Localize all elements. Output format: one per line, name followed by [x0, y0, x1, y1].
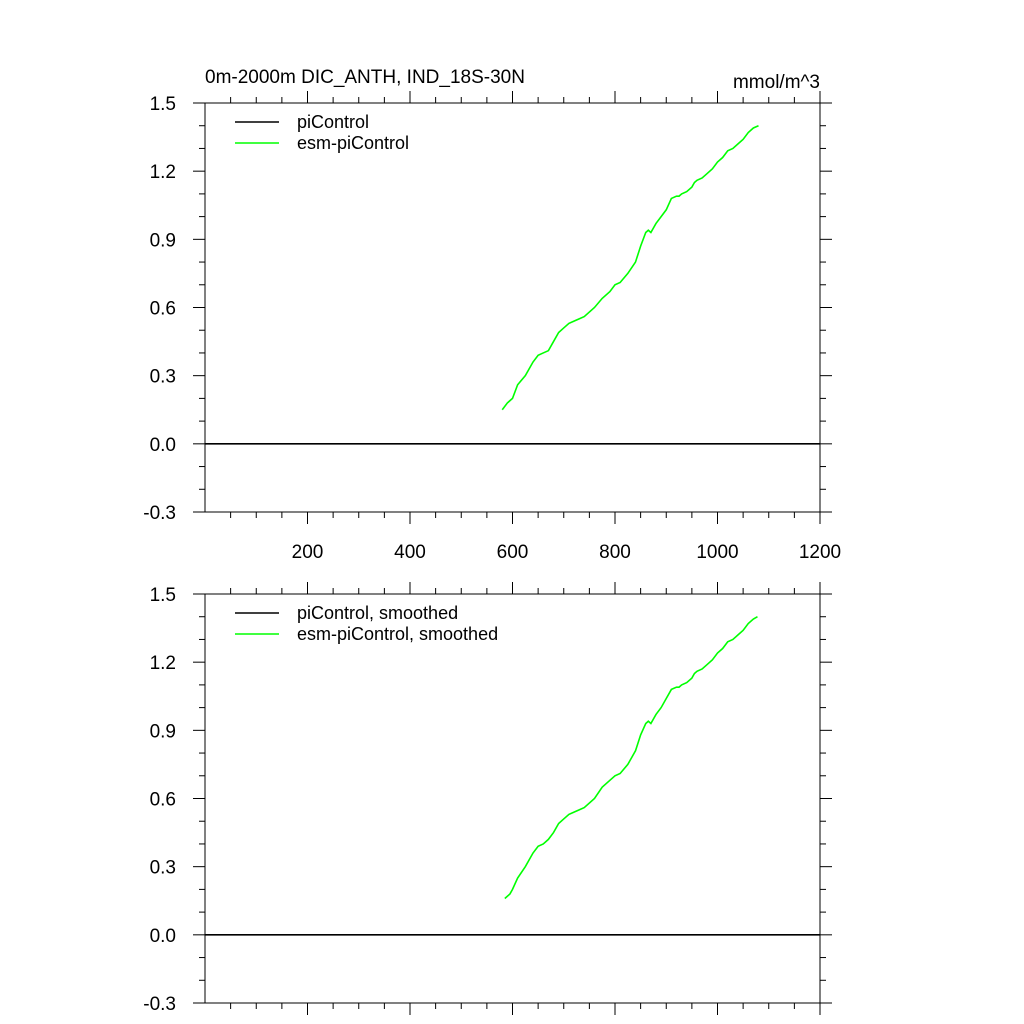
y-tick-label: -0.3 — [143, 503, 176, 524]
figure-title: 0m-2000m DIC_ANTH, IND_18S-30N — [205, 67, 525, 88]
y-tick-label: 0.3 — [150, 367, 176, 388]
y-tick-label: 0.3 — [150, 858, 176, 879]
legend-label-0: piControl, smoothed — [297, 603, 458, 623]
x-tick-label: 1200 — [799, 542, 841, 563]
legend-label-1: esm-piControl — [297, 133, 409, 153]
x-tick-label: 1000 — [696, 542, 738, 563]
y-tick-label: -0.3 — [143, 994, 176, 1015]
y-tick-label: 0.0 — [150, 926, 176, 947]
plot-frame — [204, 102, 821, 513]
x-tick-label: 400 — [394, 542, 426, 563]
series-line-1 — [501, 124, 759, 411]
series-line-1 — [504, 616, 758, 900]
plot-frame — [204, 593, 821, 1004]
y-tick-label: 1.5 — [150, 585, 176, 606]
units-label: mmol/m^3 — [733, 72, 820, 93]
x-tick-label: 800 — [599, 542, 631, 563]
x-tick-label: 200 — [292, 542, 324, 563]
top-panel: -0.3 0.0 0.3 0.6 0.9 1.2 1.5 200 400 600 800 1000 12… — [143, 91, 841, 563]
y-tick-label: 1.2 — [150, 162, 176, 183]
y-tick-label: 0.9 — [150, 721, 176, 742]
bottom-panel: -0.3 0.0 0.3 0.6 0.9 1.2 1.5 piControl, smoothe… — [143, 582, 832, 1015]
legend-label-0: piControl — [297, 112, 369, 132]
y-tick-label: 0.6 — [150, 299, 176, 320]
y-tick-label: 1.5 — [150, 94, 176, 115]
x-tick-label: 600 — [497, 542, 529, 563]
y-tick-label: 0.6 — [150, 790, 176, 811]
y-tick-label: 1.2 — [150, 653, 176, 674]
y-tick-label: 0.0 — [150, 435, 176, 456]
y-tick-label: 0.9 — [150, 230, 176, 251]
legend-label-1: esm-piControl, smoothed — [297, 624, 498, 644]
